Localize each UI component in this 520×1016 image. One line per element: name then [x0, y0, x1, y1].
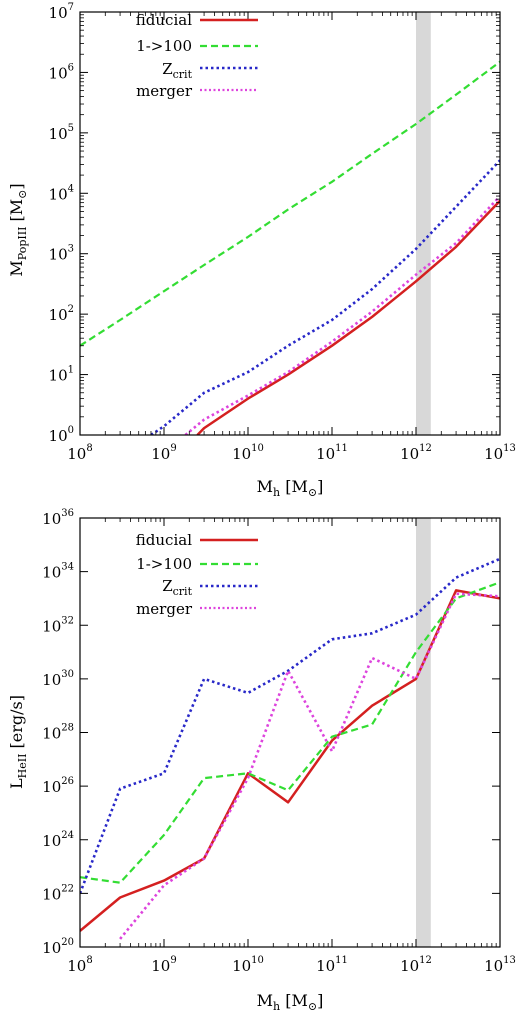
y-tick-label: 106 — [49, 62, 74, 82]
x-tick-label: 1010 — [232, 443, 264, 463]
legend-zcrit-sub: crit — [173, 585, 193, 598]
legend-zcrit-main: Z — [162, 60, 172, 78]
shaded-band — [416, 12, 431, 435]
series-1-100 — [80, 581, 500, 884]
y-axis-title-bottom: LHeII [erg/s] — [7, 695, 29, 789]
x-tick-label: 1011 — [316, 955, 348, 975]
y-tick-label: 1028 — [42, 723, 74, 743]
series-1-100 — [80, 60, 500, 347]
y-axis-main: L — [7, 778, 26, 789]
x-tick-label: 1012 — [400, 443, 432, 463]
shaded-band — [416, 518, 431, 947]
tick-layer: 108 109 1010 1011 1012 1013 100 101 102 103 104 105… — [49, 2, 516, 463]
y-tick-label: 1030 — [42, 669, 74, 689]
y-tick-label: 1034 — [42, 562, 74, 582]
y-tick-label: 1024 — [42, 830, 74, 850]
y-tick-label: 1032 — [42, 615, 74, 635]
bottom-panel: 108 109 1010 1011 1012 1013 1020 1022 1024 1026 10… — [7, 508, 516, 1013]
x-tick-label: 108 — [67, 955, 92, 975]
x-axis-sub: h — [273, 1000, 280, 1013]
plot-frame — [79, 517, 501, 948]
legend-label-fiducial: fiducial — [136, 11, 192, 29]
x-tick-label: 1012 — [400, 955, 432, 975]
legend-zcrit-main: Z — [162, 577, 172, 595]
y-tick-label: 104 — [49, 183, 74, 203]
y-axis-unit: [M — [7, 199, 26, 227]
plot-frame — [79, 11, 501, 436]
y-tick-label: 103 — [49, 244, 74, 264]
y-axis-main: M — [7, 260, 26, 276]
y-tick-label: 100 — [49, 425, 74, 445]
series-layer — [80, 557, 500, 940]
series-merger — [184, 195, 500, 435]
x-tick-label: 109 — [151, 955, 176, 975]
x-axis-main: M — [257, 477, 273, 496]
y-tick-label: 105 — [49, 123, 74, 143]
legend-label-zcrit: Zcrit — [162, 60, 192, 81]
tick-layer: 108 109 1010 1011 1012 1013 1020 1022 1024 1026 10… — [42, 508, 516, 975]
x-axis-unit-sub: ⊙ — [308, 486, 317, 499]
y-tick-label: 102 — [49, 304, 74, 324]
legend-label-1to100: 1->100 — [136, 555, 192, 573]
x-tick-label: 1013 — [484, 955, 516, 975]
series-fiducial — [80, 589, 500, 932]
x-axis-main: M — [257, 991, 273, 1010]
legend: fiducial 1->100 Zcrit merger — [136, 11, 258, 100]
x-tick-label: 1010 — [232, 955, 264, 975]
y-tick-label: 101 — [49, 365, 74, 385]
x-axis-unit-sub: ⊙ — [308, 1000, 317, 1013]
x-axis-title-bottom: Mh [M⊙] — [257, 991, 324, 1013]
legend-label-zcrit: Zcrit — [162, 577, 192, 598]
x-tick-label: 1013 — [484, 443, 516, 463]
legend-label-merger: merger — [136, 600, 193, 618]
x-axis-unit: [M — [280, 477, 308, 496]
x-tick-label: 1011 — [316, 443, 348, 463]
x-tick-label: 109 — [151, 443, 176, 463]
x-axis-close: ] — [317, 991, 323, 1010]
y-axis-title-top: MPopIII [M⊙] — [7, 183, 29, 276]
x-axis-title-top: Mh [M⊙] — [257, 477, 324, 499]
y-axis-sub: HeII — [16, 754, 29, 779]
legend-label-1to100: 1->100 — [136, 37, 192, 55]
top-panel: 108 109 1010 1011 1012 1013 100 101 102 103 104 105… — [7, 2, 516, 499]
x-axis-unit: [M — [280, 991, 308, 1010]
series-z-crit — [150, 159, 500, 435]
y-tick-label: 1022 — [42, 883, 74, 903]
x-tick-label: 108 — [67, 443, 92, 463]
legend-label-merger: merger — [136, 82, 193, 100]
x-axis-sub: h — [273, 486, 280, 499]
series-merger — [119, 592, 500, 940]
series-z-crit — [80, 557, 500, 894]
legend: fiducial 1->100 Zcrit merger — [136, 531, 258, 618]
y-tick-label: 107 — [49, 2, 74, 22]
y-axis-sub: PopIII — [16, 227, 29, 261]
y-tick-label: 1026 — [42, 776, 74, 796]
y-tick-label: 1020 — [42, 937, 74, 957]
legend-label-fiducial: fiducial — [136, 531, 192, 549]
legend-zcrit-sub: crit — [173, 68, 193, 81]
y-tick-label: 1036 — [42, 508, 74, 528]
series-fiducial — [196, 199, 500, 435]
x-axis-close: ] — [317, 477, 323, 496]
y-axis-close: ] — [7, 183, 26, 189]
series-layer — [80, 60, 500, 435]
y-axis-unit: [erg/s] — [7, 695, 26, 754]
y-axis-unit-sub: ⊙ — [16, 190, 29, 199]
